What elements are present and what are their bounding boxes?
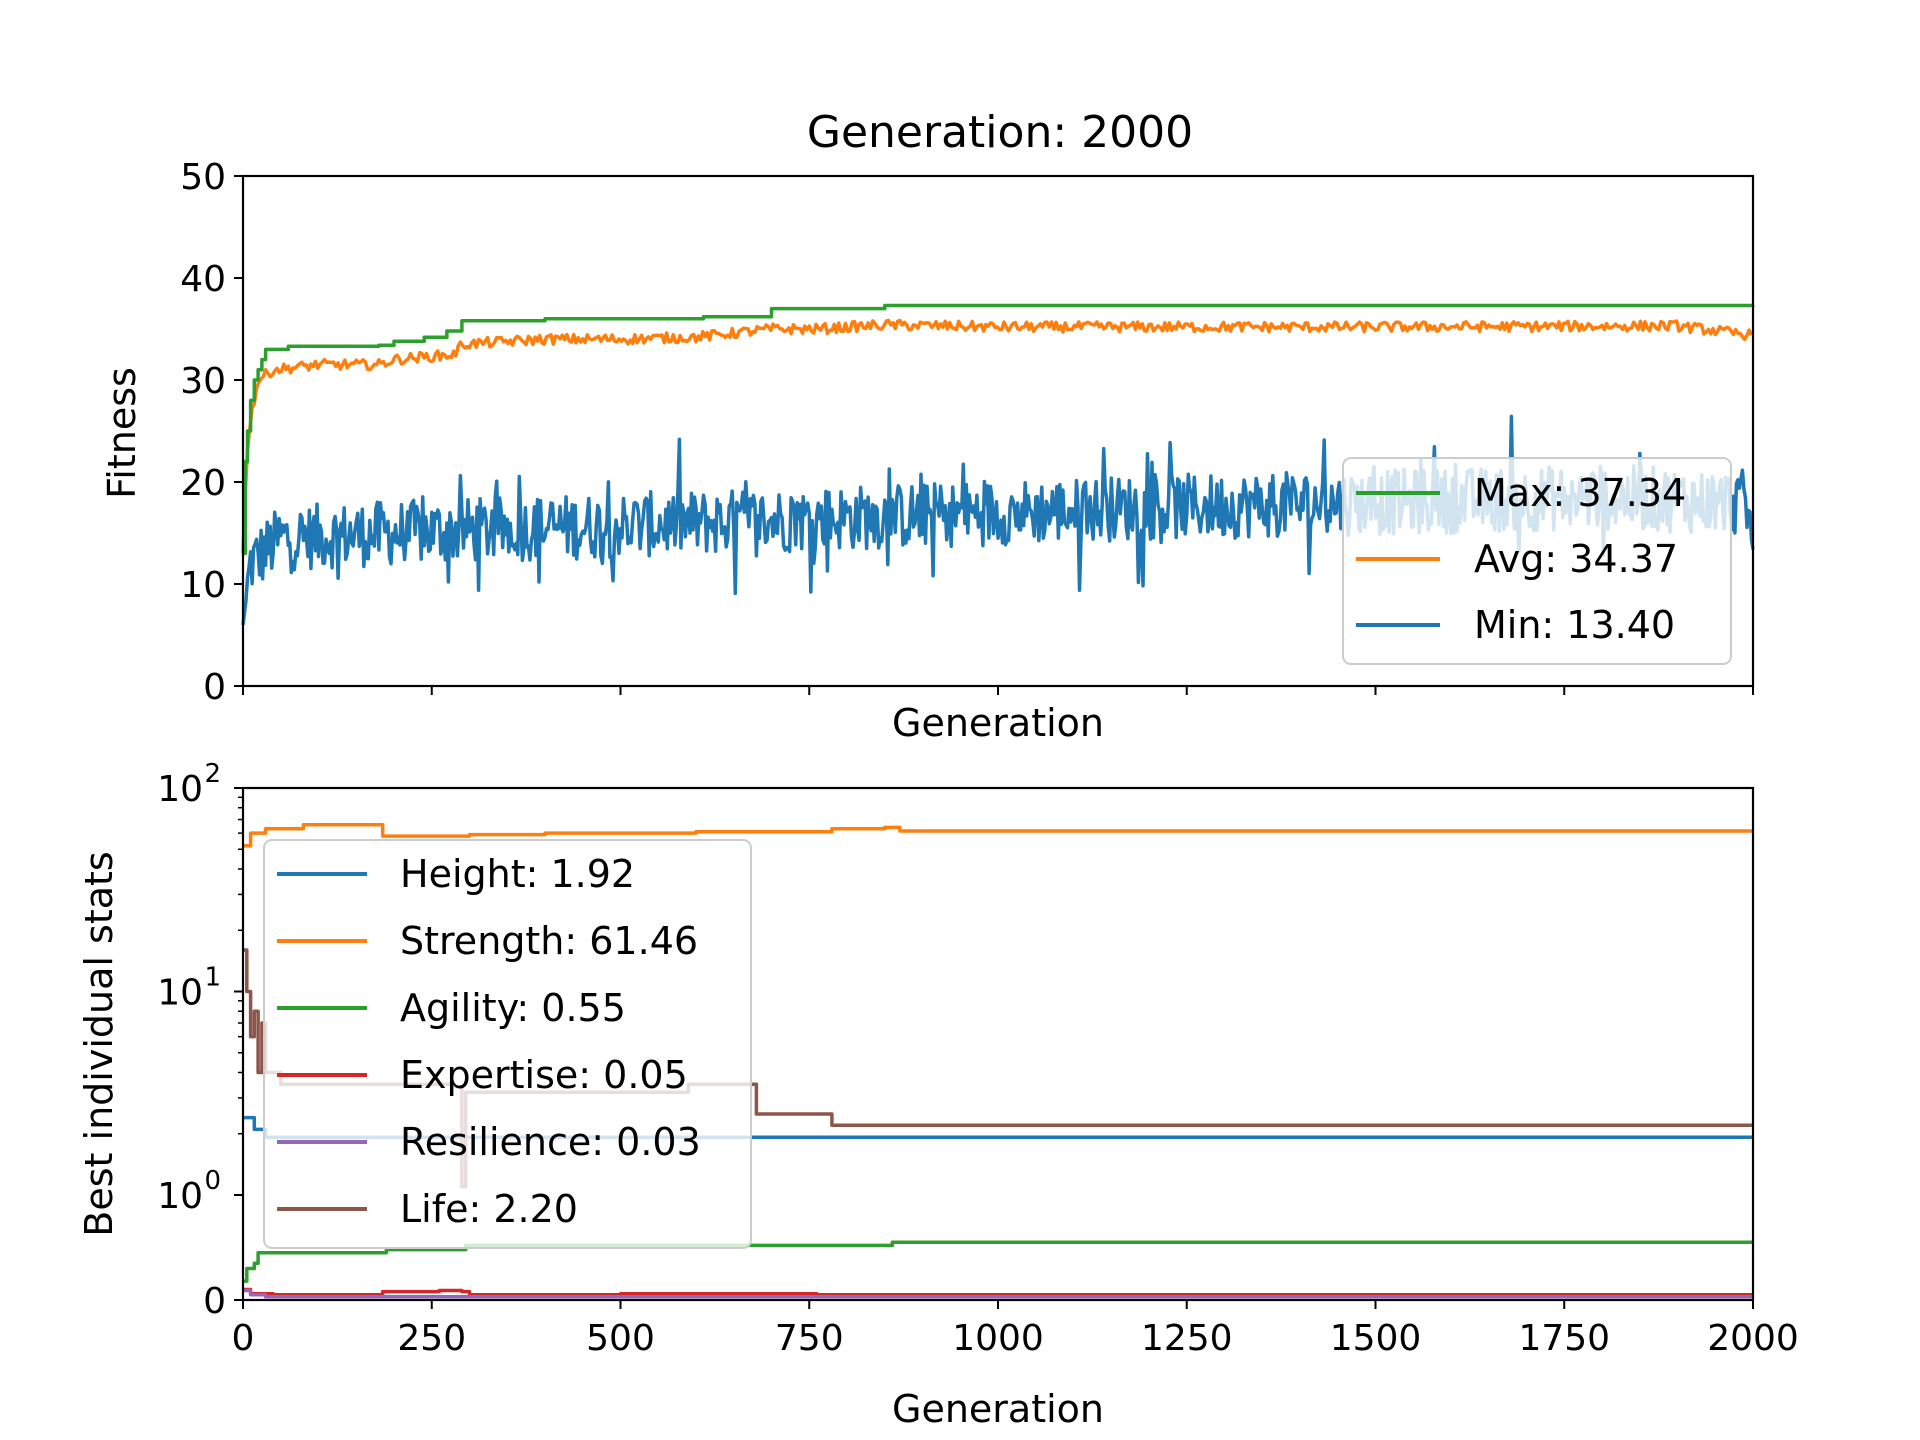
y-tick-label: 0 bbox=[203, 1281, 226, 1322]
x-tick-label: 0 bbox=[232, 1318, 255, 1359]
legend-label-max: Max: 37.34 bbox=[1474, 471, 1686, 515]
y-tick-label: 40 bbox=[180, 259, 226, 300]
fitness-legend-box bbox=[1342, 457, 1732, 665]
legend-label-life: Life: 2.20 bbox=[400, 1187, 578, 1231]
y-tick-label: 50 bbox=[180, 157, 226, 198]
series-line-expertise bbox=[243, 1287, 1753, 1297]
legend-label-avg: Avg: 34.37 bbox=[1474, 537, 1678, 581]
series-line-strength bbox=[243, 822, 1753, 848]
y-tick-exponent: 1 bbox=[204, 963, 221, 993]
legend-label-strength: Strength: 61.46 bbox=[400, 919, 698, 963]
fitness-legend: Max: 37.34 Avg: 34.37 Min: 13.40 bbox=[1342, 457, 1732, 665]
x-tick-label: 500 bbox=[586, 1318, 655, 1359]
series-line-agility bbox=[243, 1240, 1753, 1283]
x-tick-label: 1750 bbox=[1518, 1318, 1610, 1359]
y-tick-label: 0 bbox=[203, 667, 226, 708]
series-line-max bbox=[243, 303, 1755, 556]
x-tick-label: 1000 bbox=[952, 1318, 1044, 1359]
x-tick-label: 750 bbox=[775, 1318, 844, 1359]
fitness-x-ticks bbox=[242, 686, 1754, 695]
series-line-avg bbox=[241, 318, 1754, 554]
y-tick-label: 10 bbox=[157, 1176, 203, 1217]
x-tick-label: 250 bbox=[397, 1318, 466, 1359]
legend-label-min: Min: 13.40 bbox=[1474, 603, 1675, 647]
legend-label-resilience: Resilience: 0.03 bbox=[400, 1120, 701, 1164]
stats-x-axis-label: Generation bbox=[892, 1387, 1104, 1431]
y-tick-label: 10 bbox=[180, 565, 226, 606]
y-tick-label: 10 bbox=[157, 973, 203, 1014]
fitness-x-axis-label: Generation bbox=[892, 701, 1104, 745]
y-tick-exponent: 0 bbox=[204, 1166, 221, 1196]
x-tick-label: 1250 bbox=[1141, 1318, 1233, 1359]
chart-title: Generation: 2000 bbox=[807, 107, 1193, 158]
legend-label-expertise: Expertise: 0.05 bbox=[400, 1053, 688, 1097]
stats-legend: Height: 1.92 Strength: 61.46 Agility: 0.55… bbox=[263, 839, 752, 1249]
series-line-resilience bbox=[243, 1288, 1753, 1299]
y-tick-exponent: 2 bbox=[204, 759, 221, 789]
legend-label-height: Height: 1.92 bbox=[400, 852, 635, 896]
stats-x-ticks: 0 250 500 750 1000 1250 1500 1750 2000 bbox=[232, 1300, 1799, 1359]
fitness-y-axis-label: Fitness bbox=[100, 367, 144, 499]
legend-label-agility: Agility: 0.55 bbox=[400, 986, 626, 1030]
stats-legend-box bbox=[263, 839, 752, 1249]
x-tick-label: 2000 bbox=[1707, 1318, 1799, 1359]
y-tick-label: 10 bbox=[157, 769, 203, 810]
y-tick-label: 20 bbox=[180, 463, 226, 504]
x-tick-label: 1500 bbox=[1330, 1318, 1422, 1359]
fitness-y-ticks: 0 10 20 30 40 50 bbox=[180, 157, 243, 708]
stats-y-axis-label: Best individual stats bbox=[77, 851, 121, 1236]
y-tick-label: 30 bbox=[180, 361, 226, 402]
